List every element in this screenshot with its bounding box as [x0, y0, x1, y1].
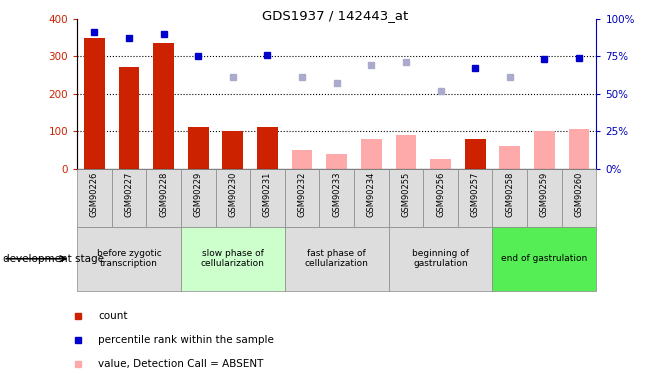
Text: GSM90229: GSM90229: [194, 172, 203, 217]
Bar: [112, 169, 146, 227]
Bar: [285, 169, 320, 227]
Bar: [119, 68, 139, 169]
Text: before zygotic
transcription: before zygotic transcription: [96, 249, 161, 268]
Text: GSM90226: GSM90226: [90, 172, 99, 217]
Text: GSM90233: GSM90233: [332, 172, 341, 217]
Bar: [430, 159, 451, 169]
Text: slow phase of
cellularization: slow phase of cellularization: [201, 249, 265, 268]
Bar: [222, 131, 243, 169]
Text: GSM90260: GSM90260: [574, 172, 584, 217]
Text: GSM90231: GSM90231: [263, 172, 272, 217]
Bar: [250, 169, 285, 227]
Bar: [291, 150, 312, 169]
Bar: [181, 169, 216, 227]
Bar: [84, 38, 105, 169]
Bar: [320, 169, 354, 227]
Bar: [492, 227, 596, 291]
Text: GDS1937 / 142443_at: GDS1937 / 142443_at: [262, 9, 408, 22]
Text: GSM90255: GSM90255: [401, 172, 411, 217]
Bar: [492, 169, 527, 227]
Bar: [257, 128, 278, 169]
Text: value, Detection Call = ABSENT: value, Detection Call = ABSENT: [98, 359, 264, 369]
Bar: [181, 227, 285, 291]
Bar: [465, 140, 486, 169]
Text: beginning of
gastrulation: beginning of gastrulation: [412, 249, 469, 268]
Text: count: count: [98, 310, 128, 321]
Text: percentile rank within the sample: percentile rank within the sample: [98, 335, 274, 345]
Bar: [326, 154, 347, 169]
Text: GSM90232: GSM90232: [297, 172, 307, 217]
Bar: [389, 169, 423, 227]
Bar: [561, 169, 596, 227]
Text: GSM90258: GSM90258: [505, 172, 515, 217]
Bar: [188, 128, 208, 169]
Text: GSM90259: GSM90259: [540, 172, 549, 217]
Bar: [216, 169, 250, 227]
Bar: [534, 131, 555, 169]
Bar: [423, 169, 458, 227]
Bar: [499, 146, 520, 169]
Bar: [361, 139, 382, 169]
Bar: [146, 169, 181, 227]
Bar: [285, 227, 389, 291]
Bar: [569, 129, 590, 169]
Bar: [153, 43, 174, 169]
Bar: [77, 169, 112, 227]
Text: GSM90257: GSM90257: [470, 172, 480, 217]
Text: GSM90230: GSM90230: [228, 172, 237, 217]
Text: GSM90256: GSM90256: [436, 172, 445, 217]
Bar: [354, 169, 389, 227]
Text: end of gastrulation: end of gastrulation: [501, 254, 588, 263]
Bar: [527, 169, 561, 227]
Bar: [77, 227, 181, 291]
Text: development stage: development stage: [3, 254, 105, 264]
Text: fast phase of
cellularization: fast phase of cellularization: [305, 249, 369, 268]
Text: GSM90234: GSM90234: [366, 172, 376, 217]
Text: GSM90227: GSM90227: [125, 172, 133, 217]
Text: GSM90228: GSM90228: [159, 172, 168, 217]
Bar: [389, 227, 492, 291]
Bar: [458, 169, 492, 227]
Bar: [395, 135, 416, 169]
